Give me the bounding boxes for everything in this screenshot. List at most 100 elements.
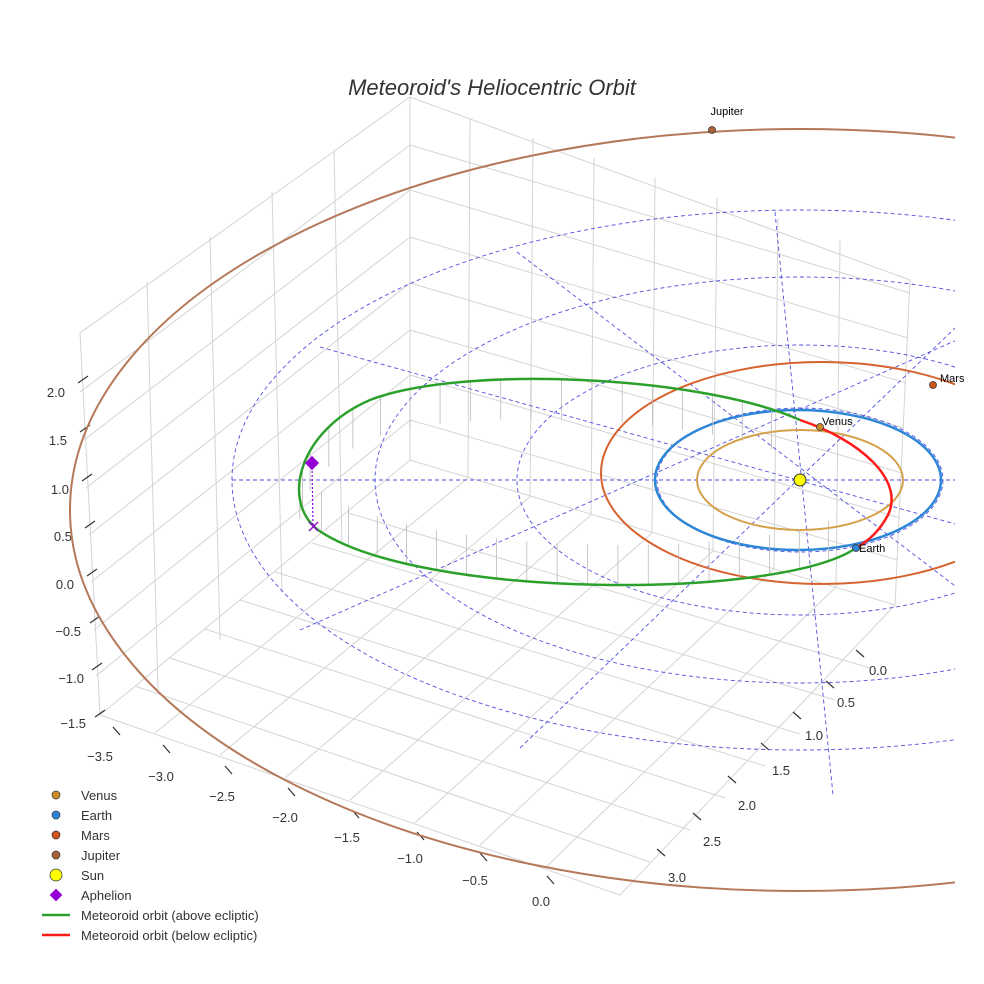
legend-label: Venus bbox=[81, 788, 118, 803]
aphelion-projection-marker bbox=[308, 521, 319, 532]
xtick-mark bbox=[162, 744, 171, 754]
z-tick-label: 0.0 bbox=[56, 577, 74, 592]
ztick-mark bbox=[84, 520, 96, 529]
venus-orbit bbox=[696, 429, 904, 531]
venus-marker bbox=[816, 423, 824, 431]
legend-label: Earth bbox=[81, 808, 112, 823]
z-tick-label: 1.5 bbox=[49, 433, 67, 448]
planet-labels: Venus Earth Mars Jupiter bbox=[710, 106, 964, 555]
jupiter-label: Jupiter bbox=[710, 106, 743, 118]
legend-symbol bbox=[51, 830, 61, 840]
x-tick-label: −2.0 bbox=[272, 810, 298, 825]
ecliptic-spoke bbox=[299, 340, 955, 631]
ytick-mark bbox=[855, 649, 865, 658]
jupiter-marker bbox=[708, 126, 716, 134]
ygrid-wall-3 bbox=[590, 157, 595, 516]
axis-box-floor-front bbox=[99, 604, 896, 896]
xtick-mark bbox=[112, 726, 121, 736]
z-tick-label: 2.0 bbox=[47, 385, 65, 400]
ygrid-wall-5 bbox=[712, 197, 718, 552]
floor-grid-x-4 bbox=[349, 532, 653, 801]
xtick-mark bbox=[224, 765, 233, 775]
aphelion-dropline bbox=[311, 462, 314, 527]
z-tick-label: 1.0 bbox=[51, 482, 69, 497]
venus-label: Venus bbox=[822, 416, 853, 428]
legend-symbol bbox=[51, 850, 61, 860]
floor-grid-x-7 bbox=[544, 586, 837, 869]
zgrid-m0.5 bbox=[93, 374, 901, 631]
y-tick-label: 0.0 bbox=[869, 663, 887, 678]
legend: Venus Earth Mars Jupiter Sun Aphelion Meteoroi… bbox=[42, 788, 259, 943]
earth-marker bbox=[852, 544, 860, 552]
xtick-mark bbox=[479, 852, 488, 862]
ygrid-wall-6 bbox=[773, 217, 779, 570]
y-tick-label: 1.0 bbox=[805, 728, 823, 743]
meteoroid-orbit-below-ecliptic bbox=[799, 418, 893, 550]
zgrid-2.0 bbox=[79, 144, 911, 393]
x-tick-labels: −3.5 −3.0 −2.5 −2.0 −1.5 −1.0 −0.5 0.0 bbox=[87, 749, 550, 909]
ztick-mark bbox=[94, 709, 106, 718]
ztick-mark bbox=[81, 473, 93, 482]
mars-marker bbox=[929, 381, 937, 389]
legend-item: Mars bbox=[51, 828, 110, 843]
zgrid-0.5 bbox=[88, 282, 905, 536]
earth-label: Earth bbox=[859, 543, 885, 555]
xtick-mark bbox=[546, 875, 555, 885]
ecliptic-grid bbox=[231, 209, 955, 796]
axis-box-right-wall bbox=[894, 279, 911, 606]
earth-orbit bbox=[653, 408, 943, 552]
z-tick-labels: 2.0 1.5 1.0 0.5 0.0 −0.5 −1.0 −1.5 bbox=[47, 385, 86, 731]
legend-symbol bbox=[49, 868, 63, 882]
xtick-mark bbox=[287, 787, 296, 797]
x-tick-label: 0.0 bbox=[532, 894, 550, 909]
floor-grid-x-3 bbox=[284, 514, 592, 779]
legend-symbol bbox=[51, 790, 61, 800]
floor-grid-y-3 bbox=[204, 628, 726, 799]
ecliptic-spoke bbox=[319, 346, 955, 525]
legend-item: Venus bbox=[51, 788, 118, 803]
chart-title: Meteoroid's Heliocentric Orbit bbox=[348, 75, 637, 100]
legend-label: Sun bbox=[81, 868, 104, 883]
meteoroid-orbit-above-ecliptic bbox=[297, 377, 857, 587]
zgrid-1.5 bbox=[83, 189, 909, 441]
x-tick-label: −1.0 bbox=[397, 851, 423, 866]
zgrid-0.0 bbox=[90, 329, 903, 583]
floor-grid-x-2 bbox=[219, 496, 531, 756]
x-tick-label: −3.0 bbox=[148, 769, 174, 784]
legend-item: Jupiter bbox=[51, 848, 121, 863]
legend-label: Aphelion bbox=[81, 888, 132, 903]
orbit-droplines bbox=[299, 379, 829, 585]
legend-symbol bbox=[51, 810, 61, 820]
floor-grid-y-1 bbox=[134, 685, 651, 863]
floor-grid-y-6 bbox=[311, 542, 836, 701]
legend-label: Meteoroid orbit (below ecliptic) bbox=[81, 928, 257, 943]
y-tick-label: 3.0 bbox=[668, 870, 686, 885]
legend-item: Meteoroid orbit (below ecliptic) bbox=[42, 928, 257, 943]
xgrid-wall-1 bbox=[146, 281, 159, 691]
ztick-mark bbox=[77, 375, 89, 384]
x-tick-label: −3.5 bbox=[87, 749, 113, 764]
legend-label: Meteoroid orbit (above ecliptic) bbox=[81, 908, 259, 923]
ygrid-wall-1 bbox=[467, 117, 471, 479]
ecliptic-ring-1au bbox=[656, 407, 944, 553]
axis-box-floor-back bbox=[99, 459, 896, 716]
aphelion-marker bbox=[304, 455, 320, 471]
ytick-mark bbox=[792, 711, 802, 720]
floor-grid-y-4 bbox=[239, 599, 766, 767]
y-tick-label: 2.5 bbox=[703, 834, 721, 849]
floor-grid-y-2 bbox=[169, 657, 691, 831]
ecliptic-ring-2au bbox=[516, 344, 955, 616]
floor-grid-x-6 bbox=[479, 568, 775, 846]
y-tick-label: 2.0 bbox=[738, 798, 756, 813]
y-tick-labels: 0.0 0.5 1.0 1.5 2.0 2.5 3.0 bbox=[668, 663, 887, 885]
planet-orbits bbox=[69, 128, 955, 892]
legend-item: Sun bbox=[49, 868, 104, 883]
z-tick-label: 0.5 bbox=[54, 529, 72, 544]
xgrid-wall-2 bbox=[209, 236, 221, 641]
ytick-mark bbox=[727, 775, 737, 784]
ygrid-wall-2 bbox=[529, 137, 534, 498]
x-tick-label: −1.5 bbox=[334, 830, 360, 845]
ztick-mark bbox=[91, 662, 103, 671]
